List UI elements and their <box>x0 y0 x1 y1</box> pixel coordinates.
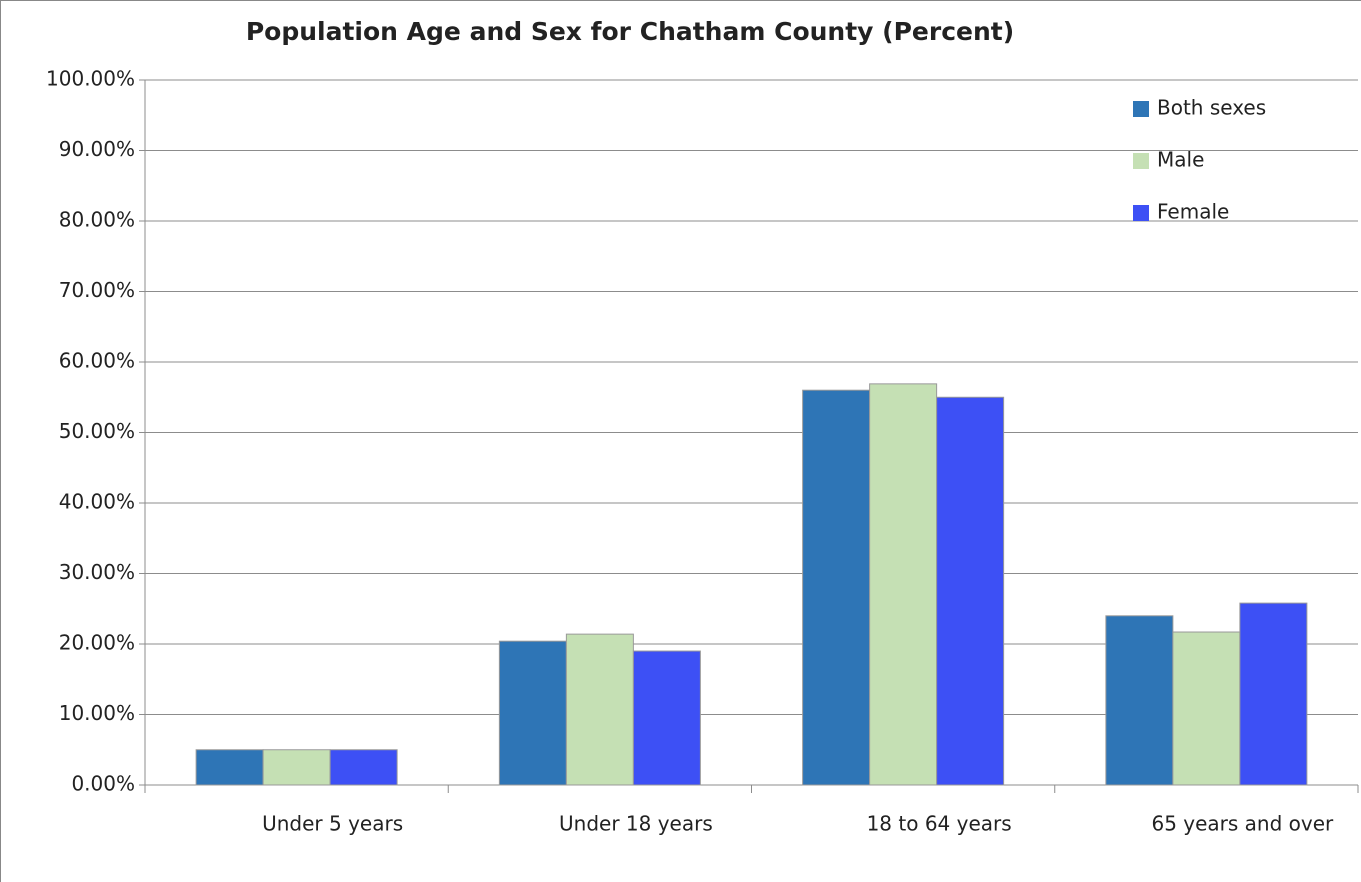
bar <box>1172 631 1241 786</box>
bar <box>565 633 634 786</box>
bar <box>869 383 938 786</box>
y-tick-label: 20.00% <box>59 631 135 655</box>
bar <box>195 749 264 786</box>
y-tick-label: 90.00% <box>59 137 135 161</box>
y-tick-label: 0.00% <box>71 772 135 796</box>
y-tick-label: 80.00% <box>59 208 135 232</box>
y-tick-label: 70.00% <box>59 278 135 302</box>
x-tick-label: Under 18 years <box>559 812 713 836</box>
legend-label: Female <box>1157 200 1229 224</box>
chart-title: Population Age and Sex for Chatham Count… <box>246 17 1014 46</box>
legend-label: Male <box>1157 148 1204 172</box>
legend-label: Both sexes <box>1157 96 1266 120</box>
x-tick-label: 65 years and over <box>1151 812 1334 836</box>
legend-swatch <box>1133 153 1149 169</box>
y-tick-label: 10.00% <box>59 701 135 725</box>
y-tick-label: 30.00% <box>59 560 135 584</box>
bar <box>329 749 398 786</box>
bar <box>262 749 331 786</box>
legend-swatch <box>1133 101 1149 117</box>
x-tick-label: 18 to 64 years <box>867 812 1012 836</box>
bar <box>1239 602 1308 786</box>
y-tick-label: 50.00% <box>59 419 135 443</box>
bar <box>632 650 701 786</box>
bar <box>802 389 871 786</box>
y-tick-label: 40.00% <box>59 490 135 514</box>
y-tick-label: 60.00% <box>59 349 135 373</box>
bar <box>1105 615 1174 786</box>
y-tick-label: 100.00% <box>46 67 135 91</box>
legend-swatch <box>1133 205 1149 221</box>
x-tick-label: Under 5 years <box>262 812 403 836</box>
bar <box>936 396 1005 786</box>
bar <box>498 640 567 786</box>
